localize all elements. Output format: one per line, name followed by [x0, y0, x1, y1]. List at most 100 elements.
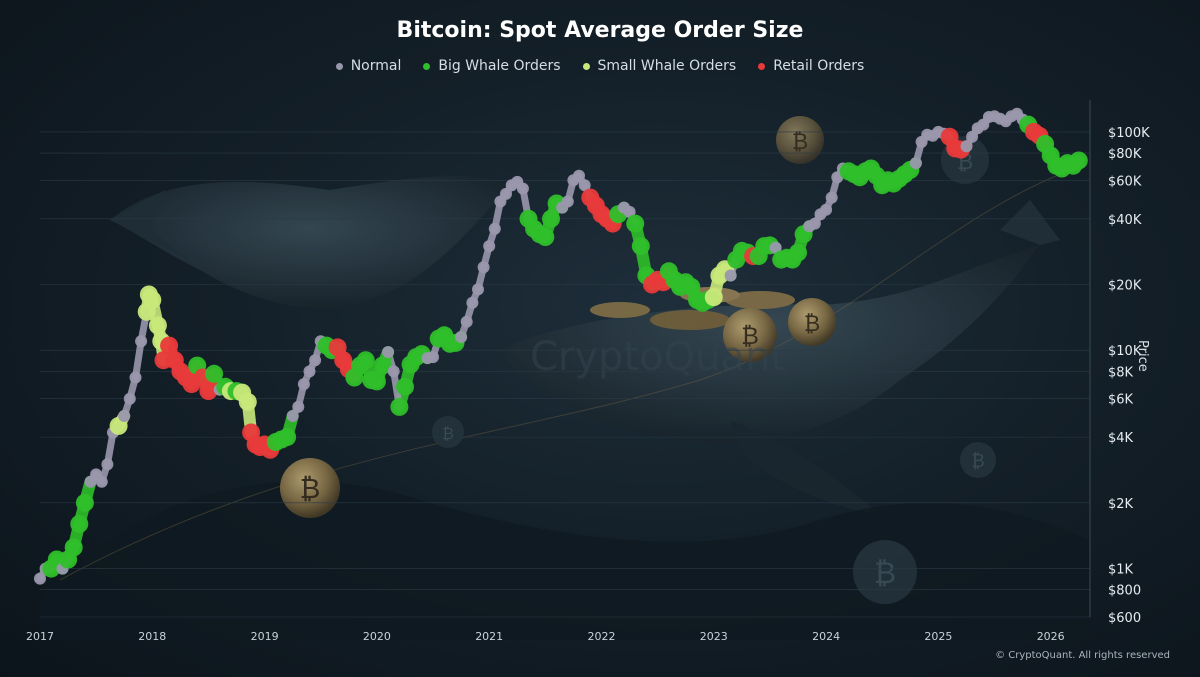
chart-title: Bitcoin: Spot Average Order Size: [396, 18, 804, 43]
x-tick-label: 2018: [138, 630, 166, 643]
bitcoin-coin-icon: ₿: [723, 308, 777, 362]
data-point: [356, 351, 375, 370]
y-tick-label: $10K: [1108, 344, 1142, 359]
data-point: [373, 356, 392, 375]
y-axis-title: Price: [1135, 340, 1150, 372]
data-segment: [132, 337, 145, 381]
data-point: [390, 397, 409, 416]
data-point: [160, 336, 179, 355]
data-point: [34, 572, 46, 585]
x-tick-label: 2017: [26, 630, 54, 643]
data-point: [95, 475, 108, 488]
svg-text:₿: ₿: [442, 424, 454, 443]
data-point: [466, 296, 479, 309]
legend: Normal Big Whale Orders Small Whale Orders…: [0, 58, 1200, 74]
legend-marker: [758, 62, 766, 70]
legend-item[interactable]: Normal: [335, 58, 402, 74]
data-point: [472, 283, 484, 296]
data-point: [303, 365, 316, 378]
svg-text:₿: ₿: [874, 556, 896, 591]
y-tick-label: $4K: [1108, 431, 1134, 446]
data-points: [34, 107, 1088, 585]
y-tick-label: $40K: [1108, 213, 1142, 228]
data-point: [488, 222, 501, 235]
data-point: [199, 382, 218, 401]
glow-curve: [59, 164, 1086, 581]
data-point: [483, 240, 496, 253]
data-point: [808, 217, 821, 230]
x-tick-label: 2026: [1037, 630, 1065, 643]
data-point: [309, 354, 322, 367]
x-tick-label: 2022: [587, 630, 615, 643]
data-point: [724, 269, 737, 282]
x-tick-label: 2019: [251, 630, 279, 643]
data-point: [101, 458, 114, 471]
data-point: [966, 130, 979, 143]
data-point: [960, 140, 973, 153]
bitcoin-coin-icon: ₿: [853, 540, 917, 604]
data-point: [396, 377, 414, 396]
data-point: [75, 493, 94, 512]
legend-label: Small Whale Orders: [597, 58, 737, 74]
data-point: [135, 335, 148, 348]
y-tick-label: $100K: [1108, 126, 1150, 141]
data-point: [561, 195, 574, 208]
whale-upper-tail: [110, 190, 190, 260]
data-point: [820, 203, 833, 216]
waves-shape: [40, 481, 1090, 640]
data-point: [578, 179, 591, 192]
y-tick-label: $60K: [1108, 174, 1142, 189]
data-point: [205, 364, 224, 383]
svg-text:₿: ₿: [804, 312, 820, 337]
background-illustration: ₿ ₿ ₿ ₿ ₿ ₿ ₿ ₿ CryptoQuant: [40, 116, 1090, 640]
axes: $100K $80K $60K $40K $20K $10K $8K $6K $4K $2K $1K…: [26, 100, 1150, 643]
bitcoin-coin-icon: ₿: [788, 298, 836, 346]
copyright-watermark: © CryptoQuant. All rights reserved: [995, 650, 1170, 661]
x-tick-label: 2020: [363, 630, 391, 643]
data-point: [573, 169, 585, 182]
legend-label: Big Whale Orders: [438, 58, 561, 74]
data-point: [70, 515, 89, 533]
data-point: [460, 315, 473, 328]
x-tick-label: 2023: [700, 630, 728, 643]
legend-marker: [335, 62, 343, 70]
y-tick-label: $600: [1108, 611, 1141, 626]
data-point: [825, 191, 838, 204]
data-point: [286, 410, 299, 422]
legend-label: Retail Orders: [773, 58, 865, 74]
data-point: [278, 428, 297, 447]
y-tick-label: $6K: [1108, 393, 1134, 408]
data-point: [704, 288, 723, 307]
data-point: [769, 241, 782, 254]
legend-marker: [582, 62, 590, 70]
data-point: [500, 187, 512, 200]
legend-item[interactable]: Big Whale Orders: [423, 58, 561, 74]
legend-marker: [423, 62, 431, 70]
data-point: [148, 316, 167, 335]
legend-item[interactable]: Retail Orders: [758, 58, 864, 74]
y-tick-label: $20K: [1108, 279, 1142, 294]
bitcoin-coin-icon: ₿: [432, 416, 464, 448]
data-point: [427, 351, 439, 364]
data-point: [123, 392, 136, 405]
data-point: [789, 243, 807, 262]
y-tick-label: $80K: [1108, 147, 1142, 162]
legend-label: Normal: [350, 58, 402, 74]
whale-upper-shape: [110, 175, 510, 309]
data-point: [626, 214, 645, 233]
data-point: [367, 372, 386, 391]
bitcoin-coin-icon: ₿: [776, 116, 824, 164]
data-point: [382, 346, 395, 359]
data-point: [623, 205, 636, 218]
y-tick-label: $1K: [1108, 563, 1134, 578]
data-point: [297, 378, 310, 391]
x-tick-label: 2025: [924, 630, 952, 643]
svg-text:₿: ₿: [971, 451, 984, 472]
svg-text:₿: ₿: [792, 130, 808, 155]
svg-text:₿: ₿: [300, 472, 321, 505]
data-point: [631, 237, 650, 256]
whale-lower-tail: [1000, 200, 1060, 245]
legend-item[interactable]: Small Whale Orders: [582, 58, 737, 74]
x-tick-label: 2021: [475, 630, 503, 643]
